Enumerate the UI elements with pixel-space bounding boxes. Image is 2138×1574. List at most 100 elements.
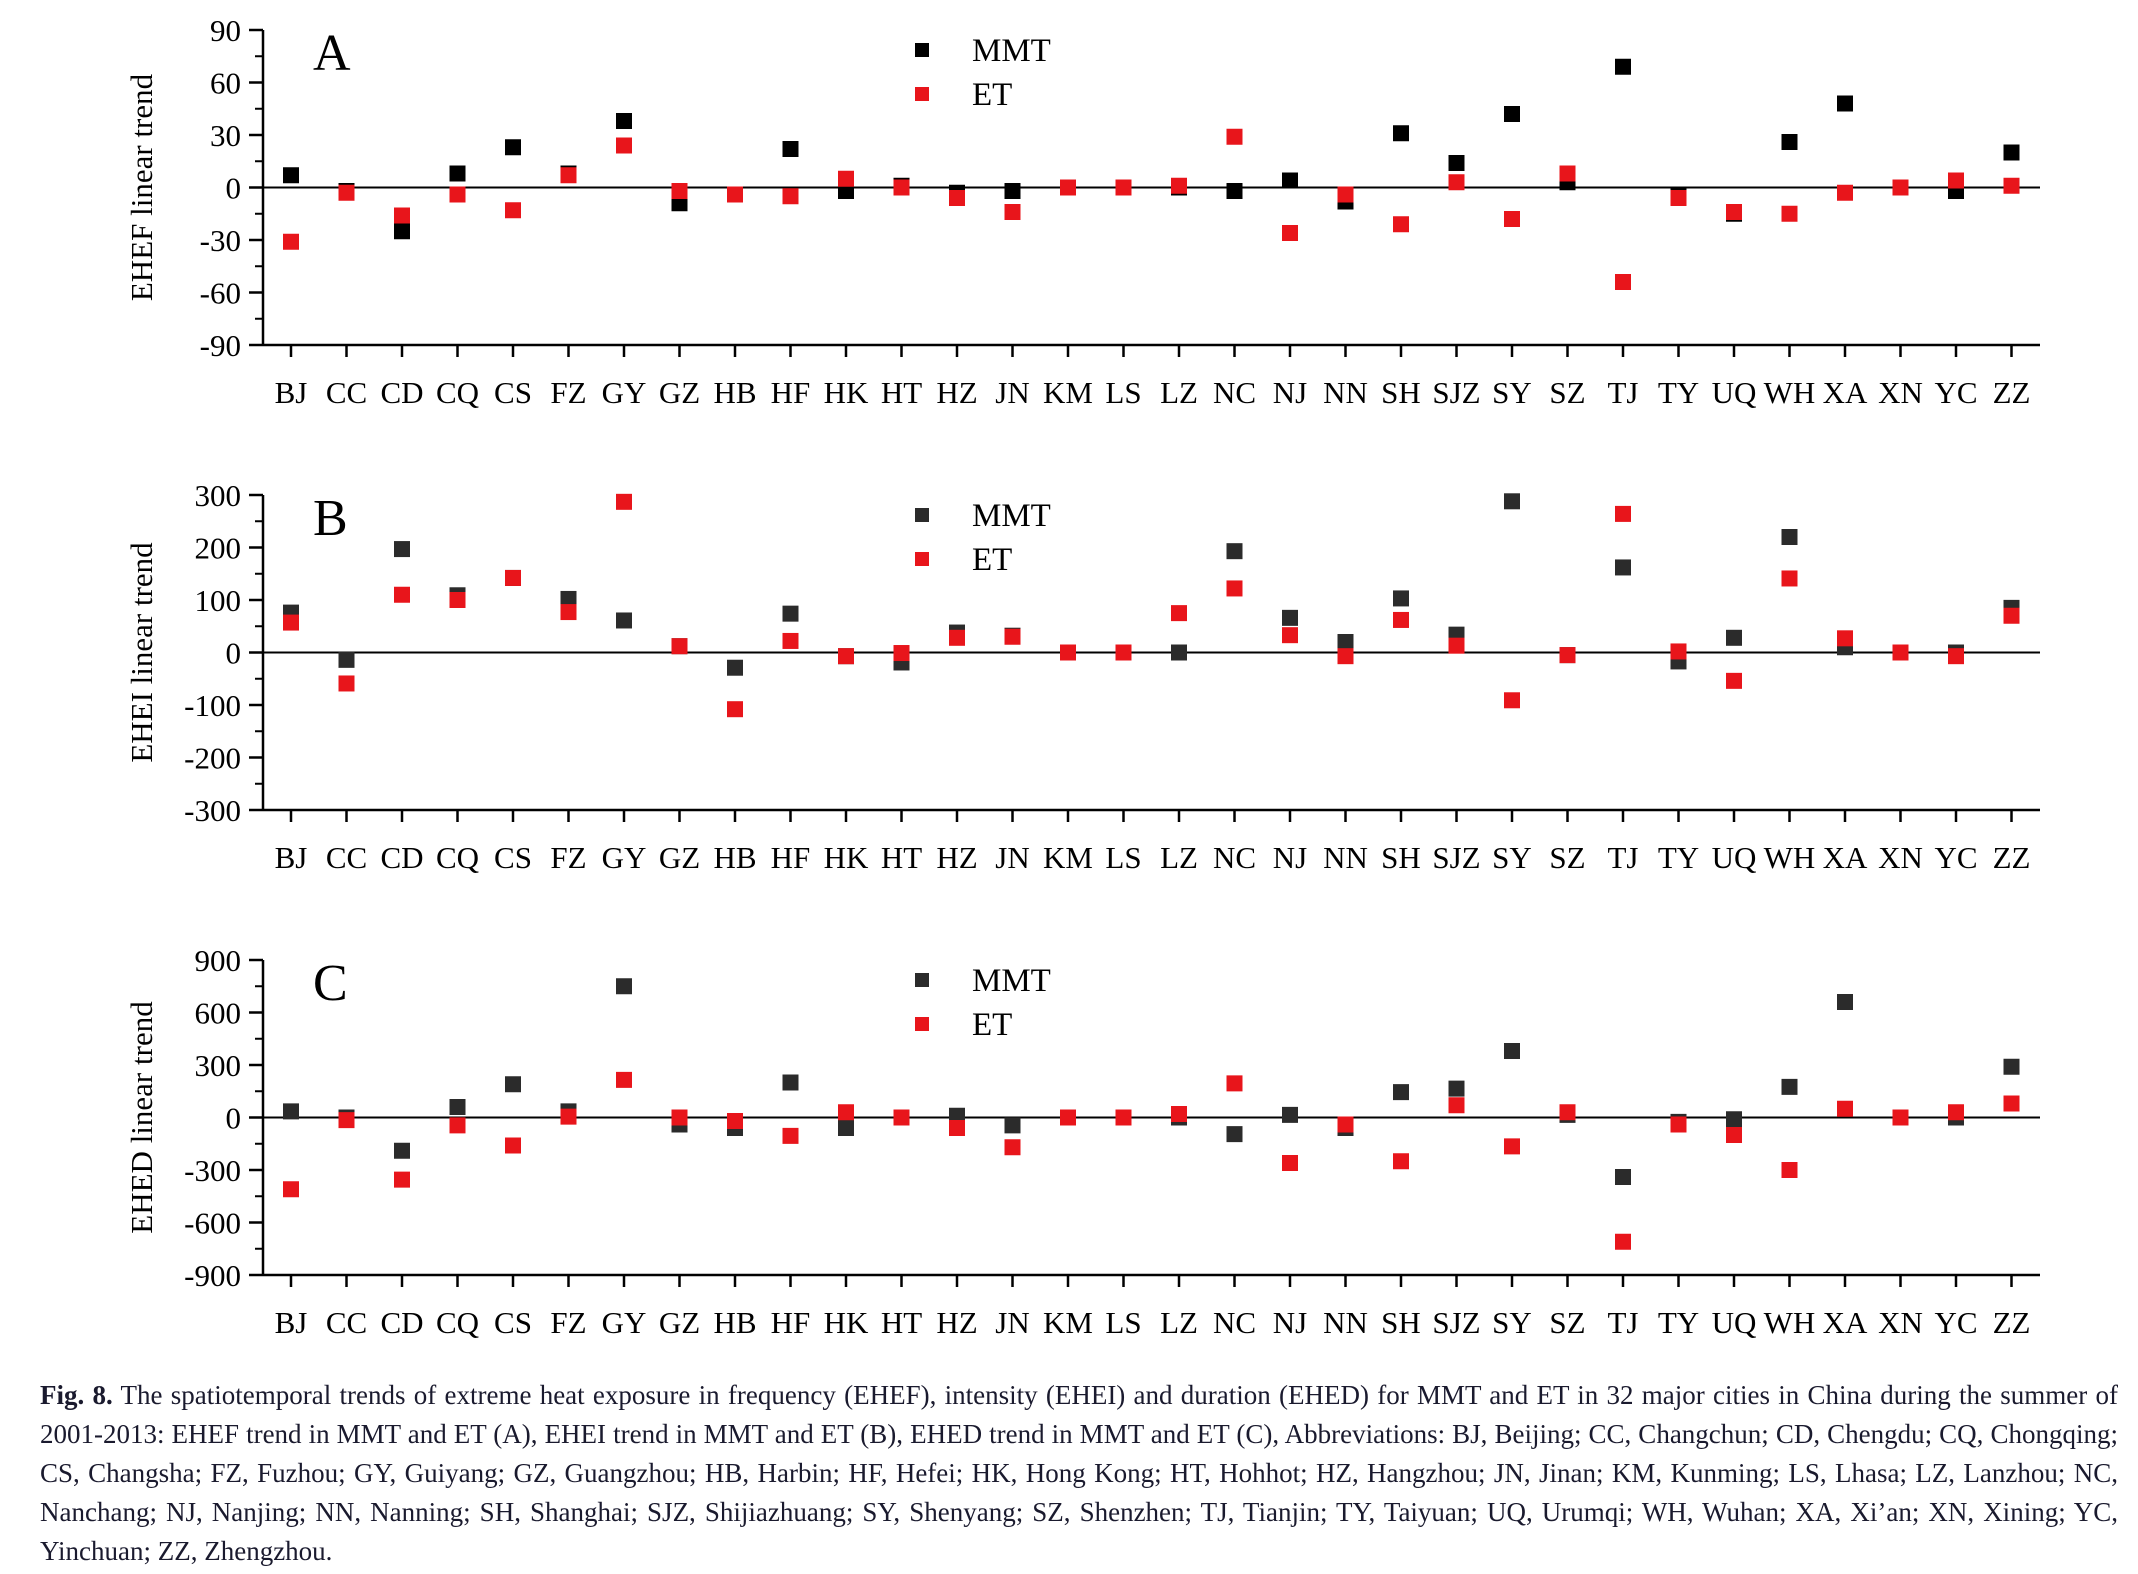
panel-b-point-et-cd [394,586,410,603]
panel-c-legend-marker-et [915,1017,929,1031]
panel-b-point-et-xa [1837,630,1853,647]
panel-a-point-mmt-sjz [1448,155,1465,171]
panel-a-point-mmt-tj [1615,58,1631,75]
panel-b-point-et-sjz [1448,637,1465,654]
panel-a-point-mmt-zz [2003,144,2020,161]
panel-c-x-tick-label: NN [1323,1305,1368,1340]
panel-a-x-tick-label: XA [1823,375,1868,410]
panel-c-point-mmt-nj [1282,1106,1298,1123]
panel-a-x-tick-label: HZ [936,375,977,410]
panel-a-x-tick-label: CS [494,375,532,410]
panel-c-point-mmt-xa [1837,994,1853,1010]
panel-a-x-tick-label: ZZ [1993,375,2031,410]
panel-a-x-tick-label: UQ [1712,375,1757,410]
panel-c-y-tick-label: 0 [226,1101,242,1136]
panel-c-x-tick-label: UQ [1712,1305,1757,1340]
panel-b-x-tick-label: XA [1823,840,1868,875]
panel-b-point-mmt-hf [782,605,799,622]
panel-c-point-mmt-jn [1004,1117,1021,1134]
panel-b-x-tick-label: TY [1658,840,1699,875]
panel-b-point-et-yc [1948,648,1964,665]
panel-a-point-mmt-jn [1004,183,1021,199]
panel-c-point-mmt-cs [505,1076,521,1093]
panel-a-point-et-tj [1615,274,1631,290]
panel-b-x-tick-label: ZZ [1993,840,2031,875]
panel-b-y-tick-label: -100 [184,688,241,723]
panel-a-point-mmt-gy [616,113,632,129]
panel-b-y-tick-label: 200 [195,531,242,566]
panel-c-x-tick-label: YC [1934,1305,1977,1340]
panel-a-point-et-cc [338,184,355,201]
panel-c-x-tick-label: SH [1381,1305,1421,1340]
panel-c-y-tick-label: 900 [195,943,242,978]
panel-c-point-et-nn [1337,1116,1354,1133]
panel-a-point-mmt-sh [1393,125,1409,142]
panel-a-point-et-xn [1892,179,1909,196]
panel-c-point-et-hz [949,1120,965,1136]
panel-c-x-tick-label: GY [602,1305,647,1340]
panel-b-x-tick-label: SZ [1549,840,1585,875]
panel-b-x-tick-label: JN [995,840,1029,875]
panel-a-x-tick-label: TY [1658,375,1699,410]
panel-c-x-tick-label: WH [1764,1305,1816,1340]
panel-b-point-et-jn [1004,628,1021,645]
panel-c-x-tick-label: HT [881,1305,922,1340]
panel-c-point-et-nj [1282,1155,1298,1171]
panel-b-legend-label-et: ET [972,542,1012,578]
panel-a-legend-label-et: ET [972,77,1012,113]
panel-a-point-et-ht [893,179,910,196]
panel-a-point-et-jn [1004,204,1021,220]
panel-a-y-axis-label: EHEF linear trend [124,73,159,301]
panel-c-y-tick-label: 300 [195,1048,242,1083]
panel-c-legend-label-et: ET [972,1007,1012,1043]
panel-a-point-mmt-gz [671,195,688,212]
panel-c-point-et-gz [671,1109,688,1126]
panel-c-point-mmt-nc [1226,1126,1243,1143]
panel-c-point-et-cs [505,1137,521,1154]
panel-b-x-tick-label: CS [494,840,532,875]
panel-c-x-tick-label: SJZ [1432,1305,1480,1340]
panel-a-x-tick-label: HF [771,375,811,410]
panel-b-x-tick-label: SH [1381,840,1421,875]
panel-b-point-mmt-lz [1171,644,1187,661]
panel-a-point-et-cd [394,207,410,224]
panel-a-point-mmt-cd [394,223,410,240]
panel-a-x-tick-label: LS [1105,375,1141,410]
panel-b-x-tick-label: GY [602,840,647,875]
panel-b-y-axis-label: EHEI linear trend [124,542,159,763]
panel-c-x-tick-label: ZZ [1993,1305,2031,1340]
panel-b-point-mmt-nj [1282,609,1298,626]
panel-a-x-tick-label: GY [602,375,647,410]
panel-a-x-tick-label: FZ [550,375,586,410]
panel-a-x-tick-label: JN [995,375,1029,410]
panel-c-x-tick-label: TJ [1608,1305,1639,1340]
panel-b-point-et-ls [1115,644,1132,661]
panel-b-point-et-hf [782,632,799,649]
panel-c-point-et-fz [560,1108,577,1125]
panel-a-point-et-sjz [1448,174,1465,191]
panel-b-x-tick-label: SY [1492,840,1532,875]
panel-b-x-tick-label: HT [881,840,922,875]
panel-b-point-et-xn [1892,644,1909,661]
panel-a-x-tick-label: SZ [1549,375,1585,410]
panel-c-point-mmt-wh [1781,1078,1798,1095]
panel-b-point-mmt-gy [616,612,632,629]
panel-a-point-mmt-sy [1504,106,1520,122]
panel-c-x-tick-label: KM [1043,1305,1093,1340]
panel-a-x-tick-label: HT [881,375,922,410]
panel-b-x-tick-label: XN [1878,840,1923,875]
panel-a-point-et-uq [1726,204,1742,220]
panel-a-x-tick-label: NN [1323,375,1368,410]
panel-b-x-tick-label: LS [1105,840,1141,875]
panel-c-x-tick-label: GZ [659,1305,700,1340]
panel-b-point-et-uq [1726,672,1742,689]
panel-c-point-mmt-tj [1615,1169,1631,1185]
panel-a-point-mmt-hk [838,183,854,199]
panel-b-y-tick-label: -200 [184,741,241,776]
panel-a-x-tick-label: SJZ [1432,375,1480,410]
panel-a-point-mmt-nc [1226,183,1243,199]
panel-c-point-et-zz [2003,1095,2020,1112]
panel-a-x-tick-label: SH [1381,375,1421,410]
panel-c-y-tick-label: 600 [195,996,242,1031]
